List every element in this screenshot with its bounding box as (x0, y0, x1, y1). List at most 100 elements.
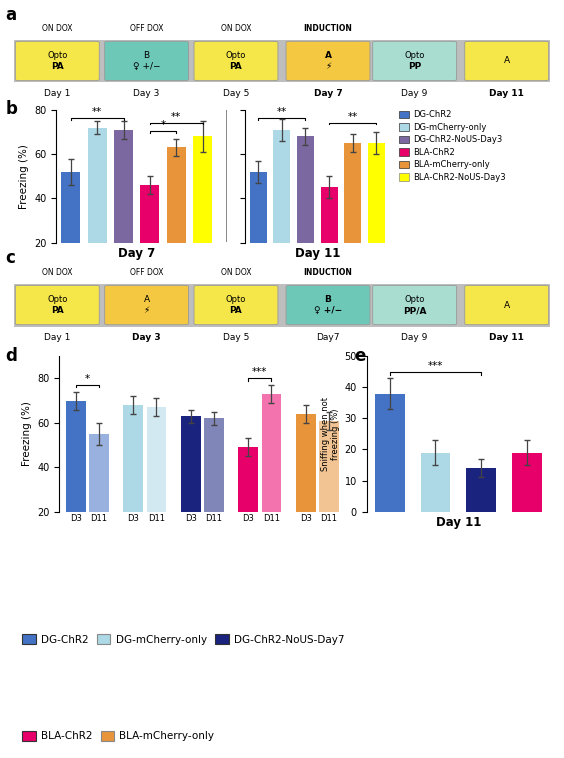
Bar (344, 143, 361, 287)
Text: INDUCTION: INDUCTION (303, 268, 352, 277)
Bar (124, 405, 143, 556)
Bar (147, 407, 166, 556)
Bar (140, 185, 160, 287)
FancyBboxPatch shape (286, 285, 370, 324)
Y-axis label: Freezing (%): Freezing (%) (21, 402, 32, 466)
Bar (319, 421, 339, 556)
Text: ***: *** (428, 361, 443, 371)
Text: Opto: Opto (404, 51, 425, 60)
Bar (368, 143, 385, 287)
Bar (296, 414, 316, 556)
FancyBboxPatch shape (194, 41, 278, 80)
Bar (239, 447, 258, 556)
Text: c: c (6, 249, 16, 267)
Bar (14, 39, 550, 83)
X-axis label: Day 11: Day 11 (294, 246, 340, 260)
Text: *: * (85, 374, 90, 384)
Y-axis label: Freezing (%): Freezing (%) (19, 144, 29, 208)
Bar (114, 130, 133, 287)
Text: Day 11: Day 11 (489, 333, 524, 342)
Text: Opto: Opto (404, 295, 425, 304)
Bar (262, 394, 281, 556)
Text: **: ** (277, 107, 287, 117)
Bar (421, 453, 450, 512)
FancyBboxPatch shape (15, 285, 99, 324)
Text: **: ** (347, 111, 358, 121)
Text: D3: D3 (243, 514, 254, 523)
Legend: BLA-ChR2, BLA-mCherry-only: BLA-ChR2, BLA-mCherry-only (22, 731, 214, 741)
Text: Day 7: Day 7 (314, 89, 342, 98)
Text: Day7: Day7 (316, 333, 340, 342)
Bar (66, 401, 86, 556)
Text: A: A (504, 57, 510, 65)
FancyBboxPatch shape (194, 285, 278, 324)
Text: D11: D11 (90, 514, 107, 523)
Text: PA: PA (230, 306, 243, 315)
Text: D11: D11 (148, 514, 165, 523)
Text: D3: D3 (70, 514, 82, 523)
Text: Day 1: Day 1 (44, 333, 70, 342)
Text: A: A (504, 301, 510, 309)
FancyBboxPatch shape (373, 285, 457, 324)
Bar (375, 393, 404, 512)
Text: PP: PP (408, 62, 421, 71)
Text: Day 5: Day 5 (223, 333, 249, 342)
Text: A
⚡: A ⚡ (143, 296, 150, 315)
Text: PP/A: PP/A (403, 306, 426, 315)
Bar (297, 136, 314, 287)
Text: ***: *** (252, 368, 267, 377)
Text: INDUCTION: INDUCTION (303, 24, 352, 33)
Text: Day 1: Day 1 (44, 89, 70, 98)
Text: OFF DOX: OFF DOX (130, 268, 164, 277)
Text: D3: D3 (127, 514, 139, 523)
Text: D11: D11 (263, 514, 280, 523)
Text: Day 3: Day 3 (134, 89, 160, 98)
Text: PA: PA (51, 306, 64, 315)
Text: *: * (161, 121, 166, 130)
Text: D11: D11 (320, 514, 337, 523)
FancyBboxPatch shape (373, 41, 457, 80)
Y-axis label: Sniffing when not
freezing (%): Sniffing when not freezing (%) (321, 397, 340, 471)
Bar (204, 418, 224, 556)
Text: e: e (354, 347, 365, 365)
Text: Opto: Opto (226, 295, 246, 304)
Text: d: d (6, 347, 17, 365)
Bar (89, 434, 109, 556)
FancyBboxPatch shape (105, 285, 188, 324)
Text: PA: PA (51, 62, 64, 71)
Legend: DG-ChR2, DG-mCherry-only, DG-ChR2-NoUS-Day3, BLA-ChR2, BLA-mCherry-only, BLA-ChR: DG-ChR2, DG-mCherry-only, DG-ChR2-NoUS-D… (399, 110, 506, 182)
Text: Day 5: Day 5 (223, 89, 249, 98)
Bar (167, 148, 186, 287)
X-axis label: Day 7: Day 7 (118, 246, 156, 260)
Text: D3: D3 (299, 514, 312, 523)
Text: a: a (6, 6, 17, 24)
Bar (466, 468, 496, 512)
Text: B
♀ +/−: B ♀ +/− (133, 52, 160, 70)
FancyBboxPatch shape (15, 41, 99, 80)
Text: B
♀ +/−: B ♀ +/− (314, 296, 342, 315)
Text: ON DOX: ON DOX (221, 24, 251, 33)
Bar (181, 416, 201, 556)
Bar (274, 130, 290, 287)
FancyBboxPatch shape (465, 285, 549, 324)
Bar (320, 187, 337, 287)
Text: ON DOX: ON DOX (42, 268, 73, 277)
Text: PA: PA (230, 62, 243, 71)
Text: Opto: Opto (47, 295, 68, 304)
X-axis label: Day 11: Day 11 (435, 515, 481, 529)
Text: Day 3: Day 3 (133, 333, 161, 342)
Bar (61, 172, 81, 287)
FancyBboxPatch shape (286, 41, 370, 80)
Text: Day 9: Day 9 (402, 333, 428, 342)
Text: **: ** (171, 111, 182, 121)
Text: ON DOX: ON DOX (221, 268, 251, 277)
Text: Day 11: Day 11 (489, 89, 524, 98)
FancyBboxPatch shape (465, 41, 549, 80)
Bar (14, 283, 550, 327)
Text: **: ** (92, 107, 103, 117)
FancyBboxPatch shape (105, 41, 188, 80)
Bar (193, 136, 212, 287)
Bar (512, 453, 541, 512)
Text: D11: D11 (205, 514, 222, 523)
Text: ON DOX: ON DOX (42, 24, 73, 33)
